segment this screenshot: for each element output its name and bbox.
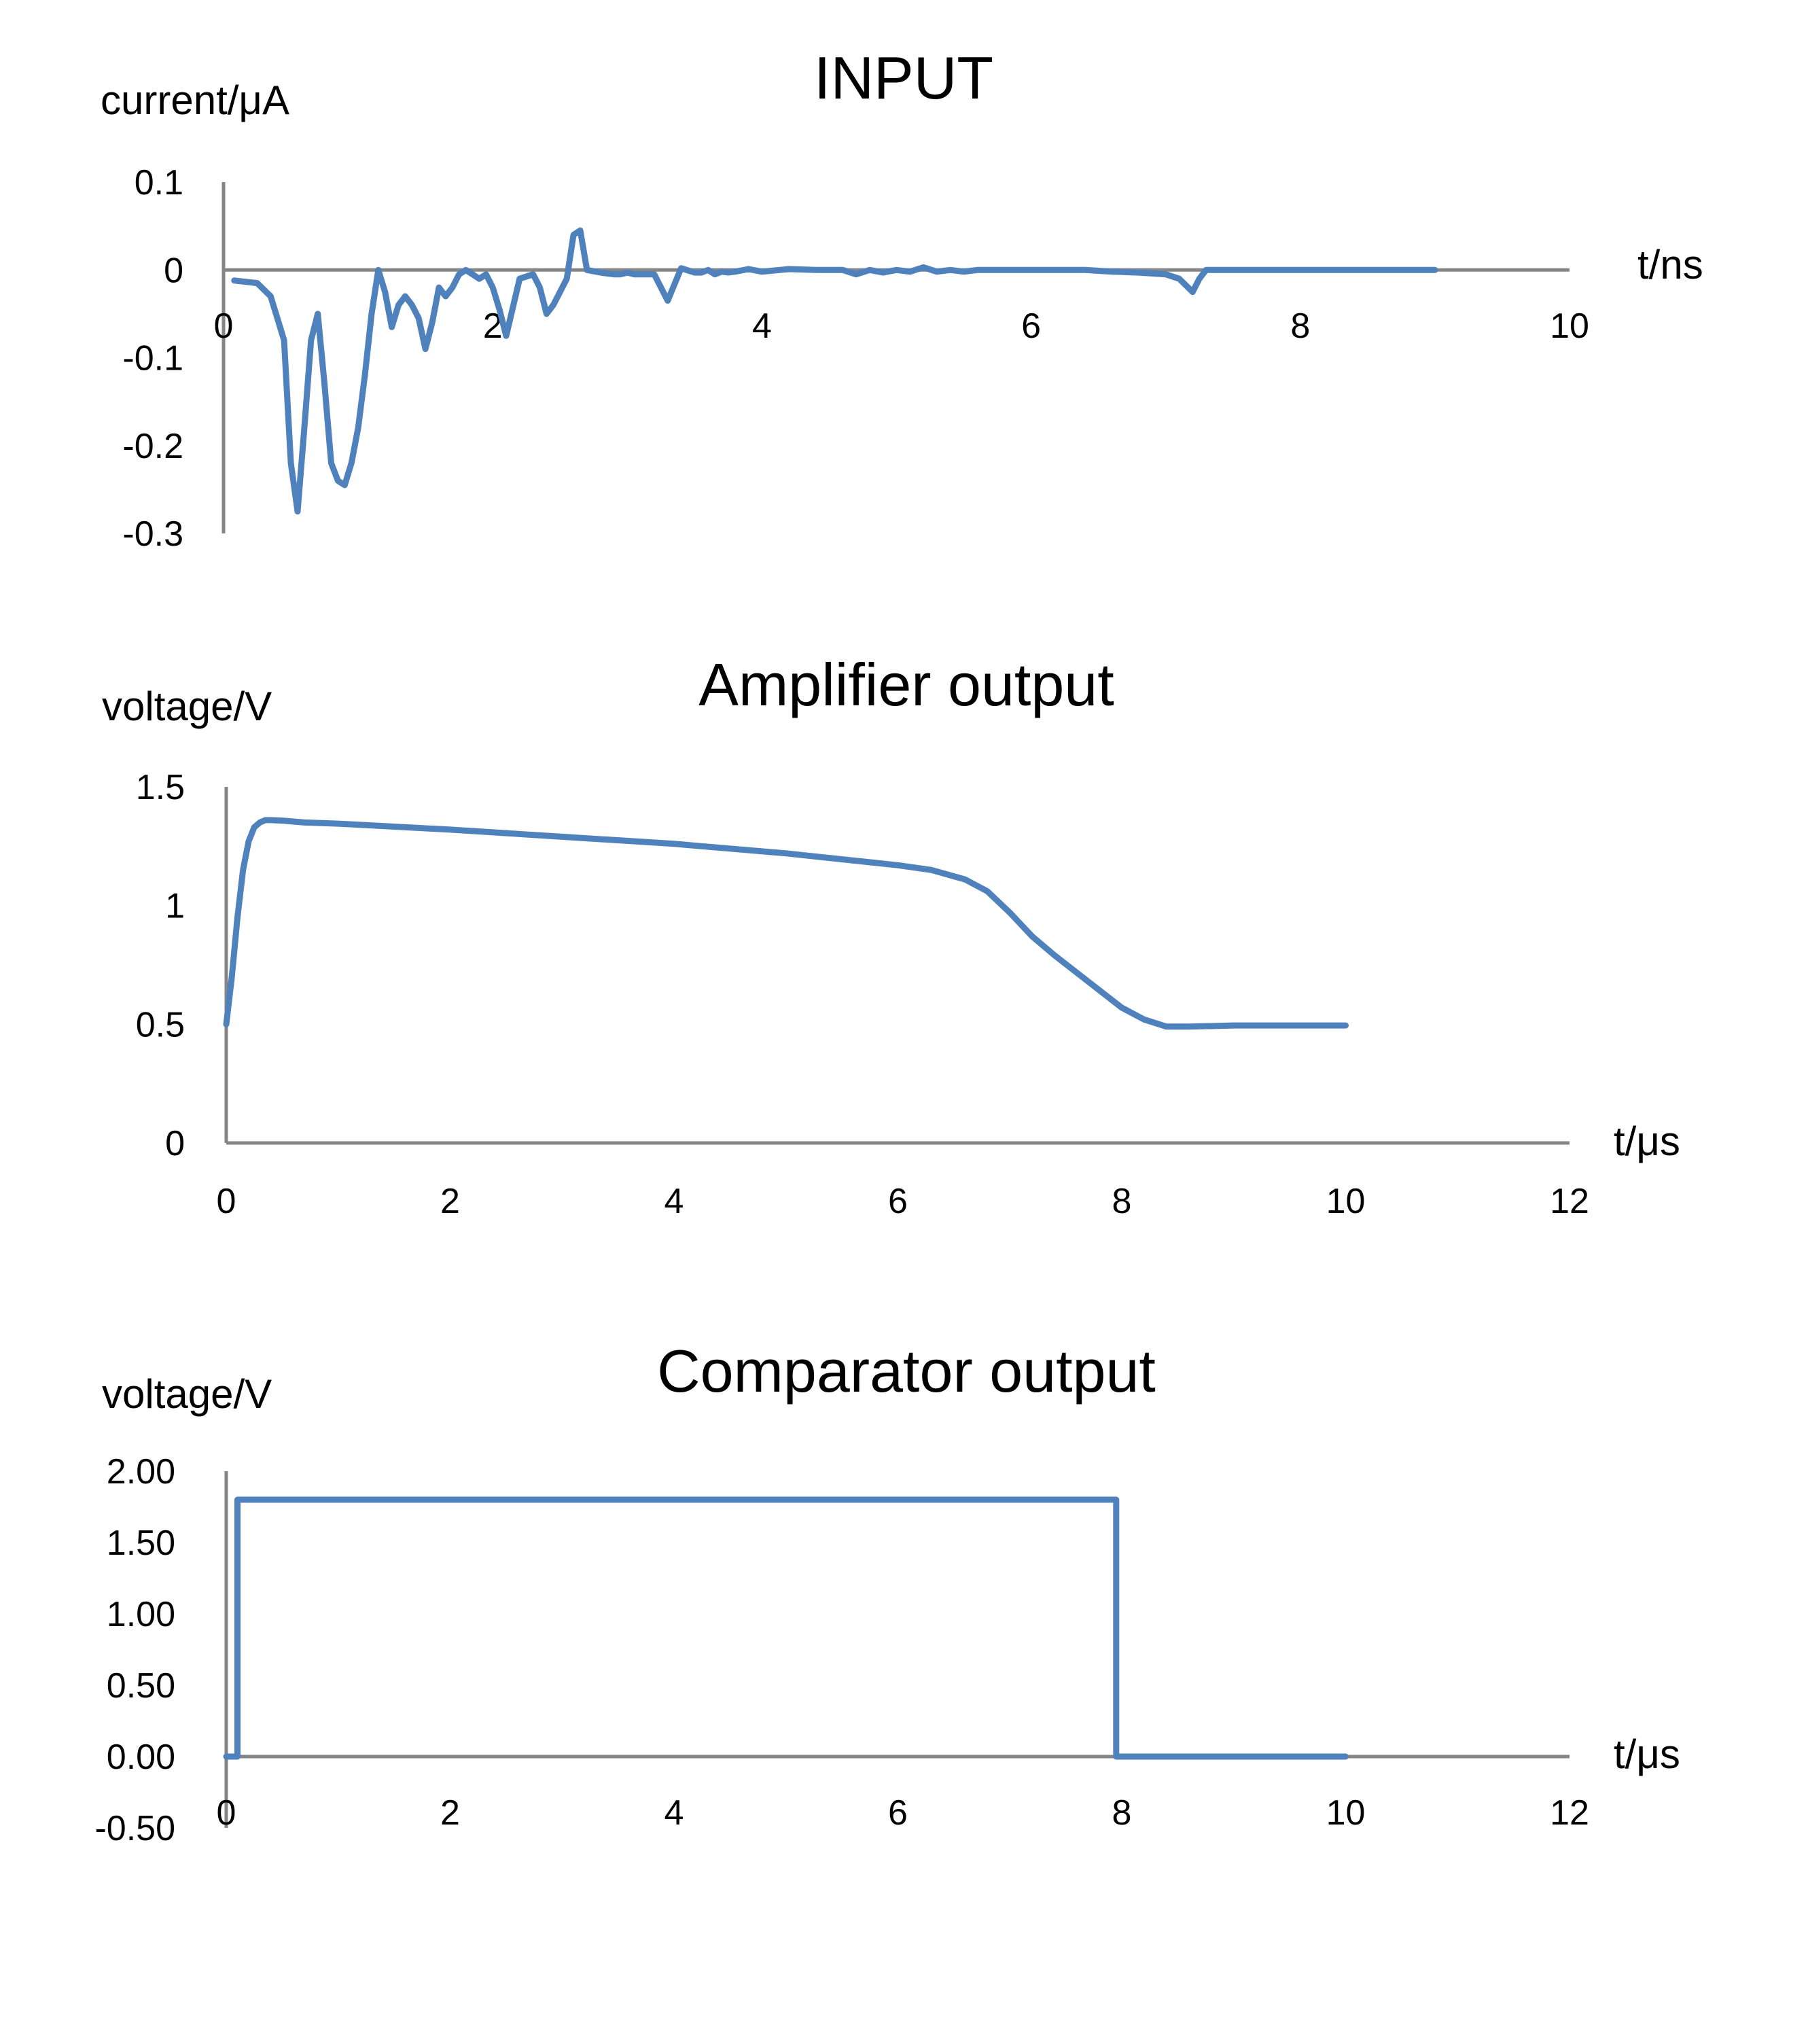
x-axis-label: t/μs xyxy=(1614,1731,1680,1777)
chart-panel-3: Comparator output voltage/V t/μs 0 2 4 6 8 10 12 2… xyxy=(94,1337,1680,1848)
chart-title: Amplifier output xyxy=(698,651,1114,718)
x-tick-label: 4 xyxy=(664,1793,684,1833)
x-tick-label: 0 xyxy=(217,1793,236,1833)
chart-title: INPUT xyxy=(814,44,993,111)
y-tick-label: -0.50 xyxy=(94,1809,175,1848)
series-line-1 xyxy=(231,227,1438,515)
x-tick-label: 10 xyxy=(1326,1182,1366,1221)
y-tick-label: 2.00 xyxy=(107,1452,175,1492)
y-tick-label: 0.1 xyxy=(135,163,183,202)
x-axis-label: t/μs xyxy=(1614,1118,1680,1164)
y-axis-label: voltage/V xyxy=(102,1371,272,1417)
x-tick-label: 8 xyxy=(1112,1793,1132,1833)
y-axis-label: current/μA xyxy=(101,77,289,123)
x-tick-label: 6 xyxy=(1021,306,1041,346)
series-line-1 xyxy=(223,1496,1349,1760)
x-tick-label: 2 xyxy=(440,1182,460,1221)
x-tick-label: 0 xyxy=(214,306,234,346)
x-tick-label: 2 xyxy=(440,1793,460,1833)
x-tick-label: 12 xyxy=(1550,1793,1589,1833)
y-tick-label: 0.50 xyxy=(107,1666,175,1706)
x-tick-label: 6 xyxy=(888,1182,908,1221)
x-tick-label: 10 xyxy=(1550,306,1589,346)
y-tick-label: 0.5 xyxy=(136,1005,185,1044)
y-tick-label: 0.00 xyxy=(107,1738,175,1777)
y-tick-label: 1 xyxy=(165,887,185,926)
y-tick-label: 1.00 xyxy=(107,1595,175,1634)
y-tick-label: 1.50 xyxy=(107,1523,175,1563)
x-tick-label: 6 xyxy=(888,1793,908,1833)
x-tick-label: 8 xyxy=(1112,1182,1132,1221)
y-tick-label: 1.5 xyxy=(136,768,185,807)
x-tick-label: 8 xyxy=(1290,306,1310,346)
y-tick-label: 0 xyxy=(164,251,183,290)
x-axis-label: t/ns xyxy=(1637,242,1703,287)
chart-title: Comparator output xyxy=(657,1337,1156,1405)
x-tick-label: 10 xyxy=(1326,1793,1366,1833)
series-line-1 xyxy=(223,817,1349,1030)
y-tick-label: -0.3 xyxy=(122,514,183,554)
y-axis-label: voltage/V xyxy=(102,684,272,729)
y-tick-label: -0.1 xyxy=(122,339,183,378)
x-tick-label: 0 xyxy=(217,1182,236,1221)
y-tick-label: -0.2 xyxy=(122,427,183,466)
y-tick-label: 0 xyxy=(165,1124,185,1163)
x-tick-label: 4 xyxy=(664,1182,684,1221)
x-tick-label: 4 xyxy=(752,306,772,346)
x-tick-label: 12 xyxy=(1550,1182,1589,1221)
